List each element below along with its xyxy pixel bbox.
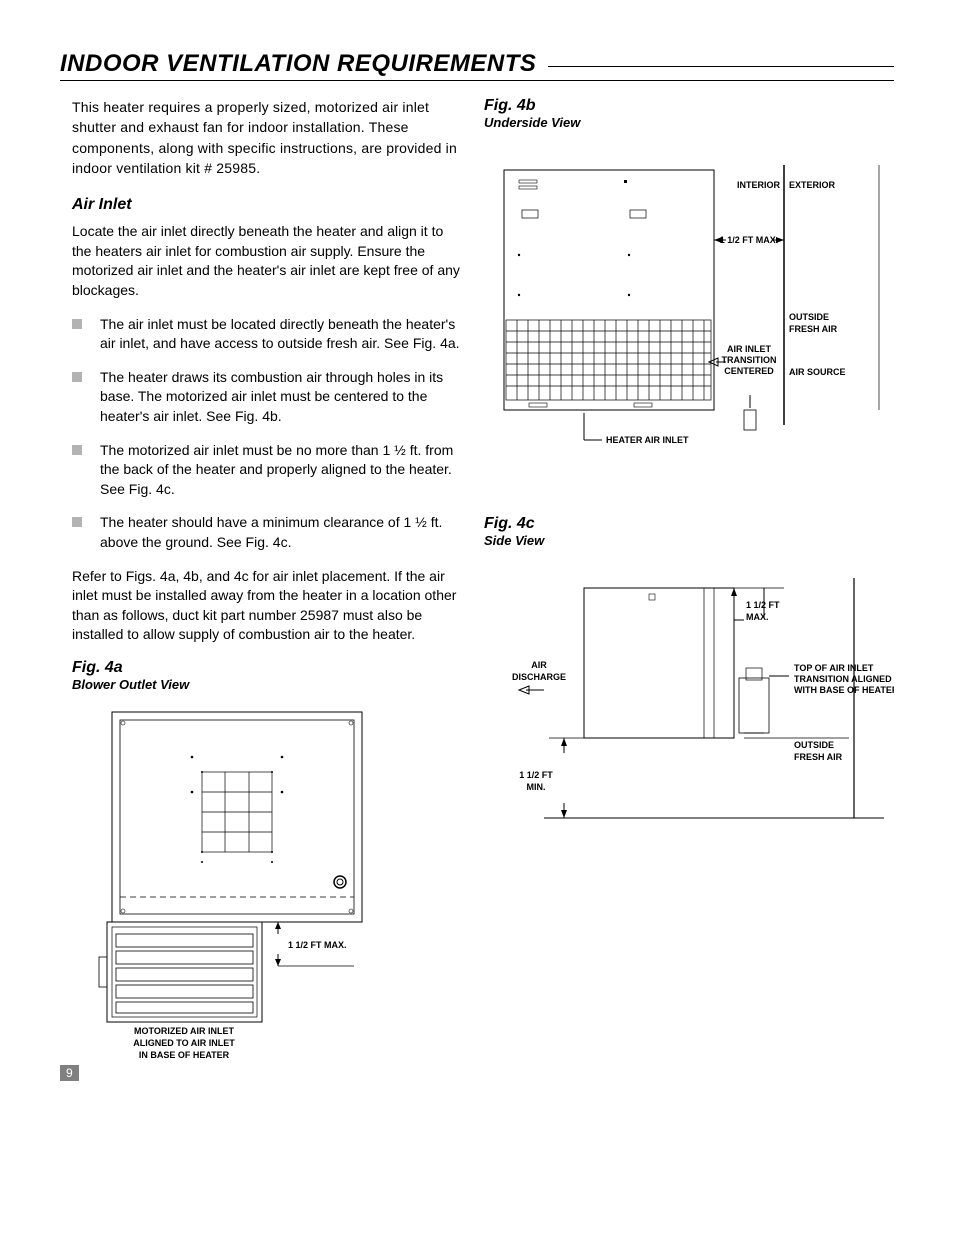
air-inlet-heading: Air Inlet	[72, 196, 464, 214]
fig4c-top2: TRANSITION ALIGNED	[794, 674, 892, 684]
list-item: The heater draws its combustion air thro…	[72, 368, 464, 427]
fig4a-diagram: 1 1/2 FT MAX. MOTORIZED AIR INLET ALIGNE…	[72, 702, 464, 1067]
bullet-list: The air inlet must be located directly b…	[72, 315, 464, 553]
fig4a-subtitle: Blower Outlet View	[72, 677, 464, 692]
fig4b-trans-1: AIR INLET	[727, 344, 772, 354]
fig4b-exterior: EXTERIOR	[789, 180, 836, 190]
list-item: The heater should have a minimum clearan…	[72, 513, 464, 552]
fig4a-caption-1: MOTORIZED AIR INLET	[134, 1026, 235, 1036]
fig4b-title: Fig. 4b	[484, 97, 894, 115]
fig4c-min1: 1 1/2 FT	[519, 770, 553, 780]
column-left: This heater requires a properly sized, m…	[60, 97, 464, 1067]
fig4c-title: Fig. 4c	[484, 515, 894, 533]
fig4a-caption-2: ALIGNED TO AIR INLET	[133, 1038, 235, 1048]
fig4c-diagram: TOP OF AIR INLET TRANSITION ALIGNED WITH…	[484, 558, 894, 863]
fig4c-subtitle: Side View	[484, 533, 894, 548]
fig4a-caption-3: IN BASE OF HEATER	[139, 1050, 230, 1060]
fig4c-out1: OUTSIDE	[794, 740, 834, 750]
fig4b-trans-3: CENTERED	[724, 366, 774, 376]
fig4b-outside-1: OUTSIDE	[789, 312, 829, 322]
fig4a-dim-label: 1 1/2 FT MAX.	[288, 940, 347, 950]
columns: This heater requires a properly sized, m…	[60, 97, 894, 1067]
column-right: Fig. 4b Underside View	[484, 97, 894, 1067]
fig4b-trans-2: TRANSITION	[722, 355, 777, 365]
intro-paragraph: This heater requires a properly sized, m…	[72, 97, 464, 178]
fig4a-title: Fig. 4a	[72, 659, 464, 677]
fig4b-subtitle: Underside View	[484, 115, 894, 130]
fig4c-min2: MIN.	[527, 782, 546, 792]
page-number: 9	[60, 1065, 79, 1081]
fig4b-interior: INTERIOR	[737, 180, 781, 190]
fig4c-disch2: DISCHARGE	[512, 672, 566, 682]
fig4c-max2: MAX.	[746, 612, 769, 622]
fig4b-air-source: AIR SOURCE	[789, 367, 846, 377]
fig4b-diagram: INTERIOR EXTERIOR 1 1/2 FT MAX. OUTSIDE …	[484, 140, 894, 485]
page-title: Indoor Ventilation Requirements	[60, 50, 894, 81]
refer-paragraph: Refer to Figs. 4a, 4b, and 4c for air in…	[72, 567, 464, 645]
air-inlet-paragraph: Locate the air inlet directly beneath th…	[72, 222, 464, 300]
fig4c-top1: TOP OF AIR INLET	[794, 663, 874, 673]
list-item: The motorized air inlet must be no more …	[72, 441, 464, 500]
fig4b-heater-inlet: HEATER AIR INLET	[606, 435, 689, 445]
fig4c-top3: WITH BASE OF HEATER	[794, 685, 894, 695]
list-item: The air inlet must be located directly b…	[72, 315, 464, 354]
fig4c-max1: 1 1/2 FT	[746, 600, 780, 610]
fig4b-outside-2: FRESH AIR	[789, 324, 838, 334]
fig4c-out2: FRESH AIR	[794, 752, 843, 762]
fig4b-dim: 1 1/2 FT MAX.	[720, 235, 779, 245]
fig4c-disch1: AIR	[531, 660, 547, 670]
